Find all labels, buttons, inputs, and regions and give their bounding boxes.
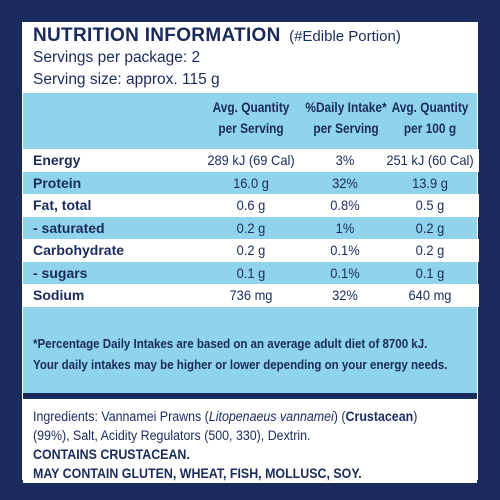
daily-intake-value: 3% bbox=[335, 152, 355, 168]
allergen-crustacean: Crustacean bbox=[345, 409, 414, 424]
serving-size: Serving size: approx. 115 g bbox=[33, 71, 220, 88]
ingredients-prefix: Ingredients: Vannamei Prawns ( bbox=[33, 409, 209, 424]
column-header-line: %Daily Intake* bbox=[305, 100, 387, 115]
nutrient-rows: Energy 289 kJ (69 Cal) 3% 251 kJ (60 Cal… bbox=[23, 149, 479, 307]
ingredients-close: ) bbox=[413, 409, 418, 424]
daily-intake-value: 0.8% bbox=[330, 197, 360, 213]
table-row: Energy 289 kJ (69 Cal) 3% 251 kJ (60 Cal… bbox=[23, 149, 479, 172]
nutrient-name: - sugars bbox=[33, 264, 88, 281]
nutrient-name: Sodium bbox=[33, 287, 85, 303]
per-serving-value: 736 mg bbox=[229, 287, 273, 303]
ingredients-line: Ingredients: Vannamei Prawns (Litopenaeu… bbox=[33, 407, 432, 426]
may-contain-statement: MAY CONTAIN GLUTEN, WHEAT, FISH, MOLLUSC… bbox=[33, 466, 362, 481]
nutrition-title: NUTRITION INFORMATION bbox=[33, 25, 281, 46]
column-header-line: Avg. Quantity bbox=[212, 100, 290, 115]
daily-intake-value: 32% bbox=[332, 287, 358, 303]
nutrition-panel: NUTRITION INFORMATION (#Edible Portion) … bbox=[22, 22, 479, 483]
per-100g-value: 13.9 g bbox=[412, 174, 448, 191]
species-name: Litopenaeus vannamei bbox=[208, 409, 334, 424]
edible-portion-note: (#Edible Portion) bbox=[289, 28, 401, 45]
ingredients-section: Ingredients: Vannamei Prawns (Litopenaeu… bbox=[23, 399, 477, 483]
per-serving-value: 0.2 g bbox=[236, 242, 266, 258]
title-line: NUTRITION INFORMATION (#Edible Portion) bbox=[33, 26, 467, 47]
per-serving-value: 0.2 g bbox=[236, 219, 266, 236]
per-100g-value: 0.5 g bbox=[415, 197, 445, 213]
nutrient-name: Energy bbox=[33, 152, 81, 168]
table-row: - sugars 0.1 g 0.1% 0.1 g bbox=[23, 262, 479, 285]
section-divider bbox=[23, 393, 477, 399]
per-100g-value: 251 kJ (60 Cal) bbox=[386, 152, 474, 168]
column-header-daily-intake: %Daily Intake* per Serving bbox=[305, 97, 388, 139]
daily-intake-value: 32% bbox=[332, 174, 358, 191]
nutrient-name: Fat, total bbox=[33, 197, 92, 213]
per-serving-value: 16.0 g bbox=[233, 174, 269, 191]
daily-intake-value: 0.1% bbox=[330, 264, 360, 281]
per-serving-value: 0.6 g bbox=[236, 197, 266, 213]
nutrient-name: Carbohydrate bbox=[33, 242, 125, 258]
table-row: Fat, total 0.6 g 0.8% 0.5 g bbox=[23, 194, 479, 217]
daily-intake-value: 0.1% bbox=[330, 242, 360, 258]
table-row: Protein 16.0 g 32% 13.9 g bbox=[23, 172, 479, 195]
daily-intake-value: 1% bbox=[335, 219, 355, 236]
footnote-line: Your daily intakes may be higher or lowe… bbox=[33, 357, 448, 372]
nutrient-name: Protein bbox=[33, 174, 82, 191]
nutrition-table: Avg. Quantity per Serving %Daily Intake*… bbox=[23, 93, 479, 393]
per-100g-value: 0.1 g bbox=[415, 264, 445, 281]
column-header-line: per Serving bbox=[218, 121, 284, 136]
column-header-per-serving: Avg. Quantity per Serving bbox=[198, 97, 304, 139]
nutrient-name: - saturated bbox=[33, 219, 105, 236]
nutrition-header: NUTRITION INFORMATION (#Edible Portion) … bbox=[23, 23, 477, 93]
per-serving-value: 0.1 g bbox=[236, 264, 266, 281]
table-row: - saturated 0.2 g 1% 0.2 g bbox=[23, 217, 479, 240]
contains-statement: CONTAINS CRUSTACEAN. bbox=[33, 447, 190, 462]
ingredients-mid: ) ( bbox=[333, 409, 346, 424]
ingredients-line-2: (99%), Salt, Acidity Regulators (500, 33… bbox=[33, 428, 311, 443]
table-row: Sodium 736 mg 32% 640 mg bbox=[23, 284, 479, 307]
daily-intake-footnote: *Percentage Daily Intakes are based on a… bbox=[33, 333, 448, 375]
table-row: Carbohydrate 0.2 g 0.1% 0.2 g bbox=[23, 239, 479, 262]
per-serving-value: 289 kJ (69 Cal) bbox=[207, 152, 295, 168]
servings-per-package: Servings per package: 2 bbox=[33, 49, 201, 66]
per-100g-value: 0.2 g bbox=[415, 242, 445, 258]
column-header-line: Avg. Quantity bbox=[391, 100, 469, 115]
column-headers: Avg. Quantity per Serving %Daily Intake*… bbox=[23, 97, 479, 147]
column-header-line: per 100 g bbox=[403, 121, 457, 136]
column-header-line: per Serving bbox=[313, 121, 379, 136]
per-100g-value: 0.2 g bbox=[415, 219, 445, 236]
per-100g-value: 640 mg bbox=[408, 287, 452, 303]
footnote-line: *Percentage Daily Intakes are based on a… bbox=[33, 336, 428, 351]
column-header-per-100g: Avg. Quantity per 100 g bbox=[382, 97, 479, 139]
